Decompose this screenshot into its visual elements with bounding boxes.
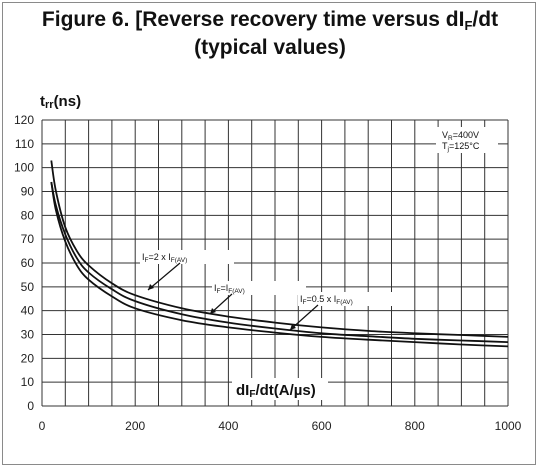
title-text: Figure 6. [Reverse recovery time versus …	[41, 8, 465, 31]
series-label-3: IF=0.5 x IF(AV)	[300, 294, 353, 306]
x-axis-ticks: 0 200 400 600 800 1000	[39, 419, 522, 433]
x-tick-label: 1000	[495, 419, 522, 433]
series-line-2	[50, 181, 509, 343]
y-axis-label: trr(ns)	[40, 93, 81, 111]
y-tick-label: 40	[21, 304, 35, 318]
condition-text: Tj=125°C	[442, 141, 480, 153]
series-label-1: IF=2 x IF(AV)	[142, 252, 187, 264]
series-label-leader	[147, 262, 181, 291]
conditions-bg	[436, 127, 498, 153]
y-tick-label: 80	[21, 208, 35, 222]
series-label-leader	[289, 304, 319, 331]
title-suffix: /dt	[472, 8, 499, 31]
y-tick-label: 20	[21, 351, 35, 365]
y-tick-label: 0	[27, 399, 34, 413]
title-subscript: F	[464, 18, 473, 33]
series-label-2: IF=IF(AV)	[214, 283, 245, 295]
series-label-bg	[298, 292, 392, 306]
x-tick-label: 400	[218, 419, 238, 433]
y-axis-label-text: trr(ns)	[40, 93, 81, 111]
grid	[41, 119, 509, 407]
series-line-1	[50, 160, 509, 338]
series-label-arrowhead	[148, 284, 154, 290]
y-tick-label: 110	[15, 137, 34, 151]
series-line-3	[50, 181, 509, 348]
y-tick-label: 10	[21, 375, 35, 389]
y-tick-label: 30	[21, 328, 35, 342]
series-lines	[50, 160, 509, 348]
series-labels: IF=2 x IF(AV) IF=IF(AV) IF=0.5 x IF(AV)	[140, 250, 392, 331]
y-tick-label: 70	[21, 232, 35, 246]
x-axis-label-bg	[232, 378, 328, 400]
x-tick-label: 0	[39, 419, 46, 433]
y-axis-ticks: 0 10 20 30 40 50 60 70 80 90 100 110 120	[14, 113, 34, 413]
y-tick-label: 50	[21, 280, 35, 294]
y-tick-label: 120	[14, 113, 34, 127]
chart-subtitle: (typical values)	[194, 36, 346, 59]
x-tick-label: 800	[405, 419, 425, 433]
y-tick-label: 90	[21, 185, 35, 199]
series-label-bg	[212, 281, 306, 295]
y-tick-label: 100	[14, 161, 34, 175]
x-tick-label: 600	[312, 419, 332, 433]
series-label-bg	[140, 250, 234, 264]
x-axis-label: dIF/dt(A/µs)	[232, 378, 328, 400]
chart-title: Figure 6. [Reverse recovery time versus …	[0, 8, 540, 38]
condition-text: VR=400V	[442, 130, 479, 142]
y-tick-label: 60	[21, 256, 35, 270]
x-tick-label: 200	[125, 419, 145, 433]
series-label-arrowhead	[210, 308, 216, 314]
x-axis-label-text: dIF/dt(A/µs)	[236, 382, 316, 400]
series-label-arrowhead	[290, 324, 296, 330]
